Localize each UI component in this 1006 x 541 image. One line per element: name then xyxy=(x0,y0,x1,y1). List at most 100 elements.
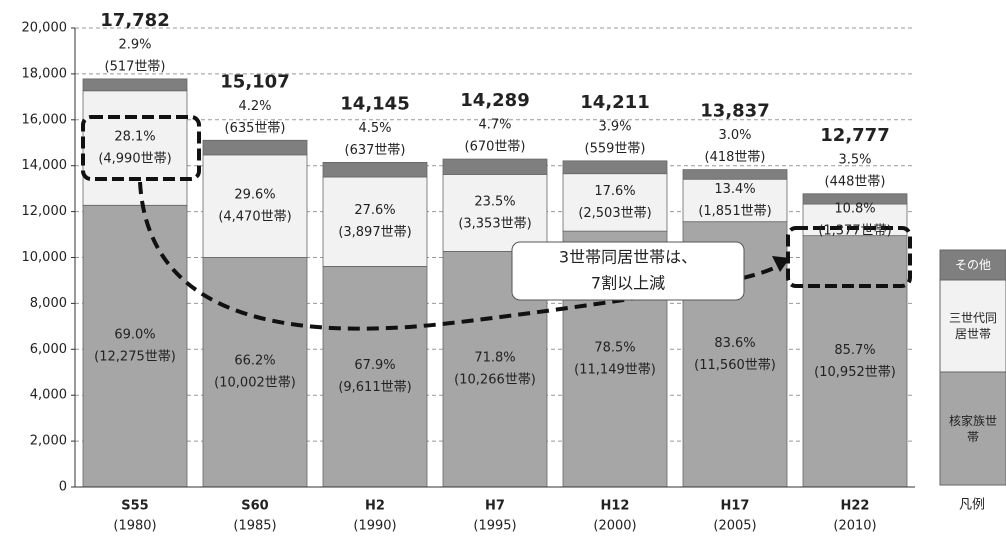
value-label: (11,149世帯) xyxy=(574,363,656,378)
percent-label: 23.5% xyxy=(474,194,515,209)
percent-label: 85.7% xyxy=(834,343,875,358)
y-tick-label: 6,000 xyxy=(30,342,67,357)
total-label: 14,289 xyxy=(460,90,529,111)
bar-segment xyxy=(442,158,548,175)
percent-label: 71.8% xyxy=(474,351,515,366)
percent-label: 27.6% xyxy=(354,203,395,218)
x-tick-label: H17 xyxy=(721,499,750,514)
x-tick-label: (1980) xyxy=(113,519,156,534)
bar-segment xyxy=(322,266,428,488)
x-tick-label: H2 xyxy=(365,499,385,514)
total-label: 14,211 xyxy=(580,92,649,113)
percent-label: 83.6% xyxy=(714,336,755,351)
x-tick-label: (2010) xyxy=(833,519,876,534)
legend-item: 三世代同居世帯 xyxy=(948,311,997,341)
bar-segment xyxy=(82,78,188,92)
value-label: (637世帯) xyxy=(345,143,406,158)
total-label: 14,145 xyxy=(340,93,409,114)
x-tick-label: (2005) xyxy=(713,519,756,534)
x-tick-label: H12 xyxy=(601,499,630,514)
legend-label: その他 xyxy=(954,258,991,272)
value-label: (1,851世帯) xyxy=(698,204,771,219)
percent-label: 2.9% xyxy=(118,37,151,52)
value-label: (1,377世帯) xyxy=(818,223,891,238)
percent-label: 69.0% xyxy=(114,328,155,343)
value-label: (559世帯) xyxy=(585,141,646,156)
value-label: (10,002世帯) xyxy=(214,376,296,391)
percent-label: 78.5% xyxy=(594,341,635,356)
value-label: (9,611世帯) xyxy=(338,380,411,395)
percent-label: 67.9% xyxy=(354,358,395,373)
bar-segment xyxy=(202,257,308,488)
annotation: 7割以上減 xyxy=(591,274,665,293)
percent-label: 17.6% xyxy=(594,184,635,199)
percent-label: 3.9% xyxy=(598,119,631,134)
value-label: (10,266世帯) xyxy=(454,373,536,388)
bar-segment xyxy=(202,139,308,156)
highlight-box xyxy=(786,226,912,288)
x-tick-label: S55 xyxy=(121,499,148,514)
legend-title: 凡例 xyxy=(959,498,985,513)
bar-segment xyxy=(802,203,908,237)
value-label: (10,952世帯) xyxy=(814,365,896,380)
total-label: 13,837 xyxy=(700,100,769,121)
percent-label: 29.6% xyxy=(234,188,275,203)
legend-swatch xyxy=(939,371,1006,486)
y-tick-label: 4,000 xyxy=(30,388,67,403)
total-label: 12,777 xyxy=(820,125,889,146)
y-tick-label: 2,000 xyxy=(30,434,67,449)
bar-segment xyxy=(82,90,188,206)
highlight-box xyxy=(81,115,201,181)
x-tick-label: S60 xyxy=(241,499,268,514)
y-tick-label: 12,000 xyxy=(22,204,68,219)
value-label: (3,897世帯) xyxy=(338,225,411,240)
legend-swatch xyxy=(939,279,1006,373)
annotation: 3世帯同居世帯は、 xyxy=(559,248,697,267)
bar-segment xyxy=(802,235,908,488)
x-tick-label: (1995) xyxy=(473,519,516,534)
total-label: 17,782 xyxy=(100,10,169,31)
y-tick-label: 8,000 xyxy=(30,296,67,311)
legend-swatch xyxy=(939,249,1006,281)
arrow xyxy=(138,181,784,331)
y-tick-label: 18,000 xyxy=(22,66,68,81)
value-label: (2,503世帯) xyxy=(578,206,651,221)
value-label: (448世帯) xyxy=(825,174,886,189)
value-label: (3,353世帯) xyxy=(458,216,531,231)
bar-segment xyxy=(322,161,428,178)
y-tick-label: 20,000 xyxy=(22,21,68,36)
bar-segment xyxy=(562,173,668,232)
legend-item: その他 xyxy=(954,258,991,272)
legend-label: 三世代同居世帯 xyxy=(948,311,997,341)
x-tick-label: (1990) xyxy=(353,519,396,534)
value-label: (12,275世帯) xyxy=(94,350,176,365)
bar-segment xyxy=(562,160,668,175)
percent-label: 3.0% xyxy=(718,128,751,143)
total-label: 15,107 xyxy=(220,71,289,92)
bar-segment xyxy=(322,176,428,267)
y-tick-label: 14,000 xyxy=(22,158,68,173)
value-label: (670世帯) xyxy=(465,140,526,155)
bar-segment xyxy=(682,169,788,180)
bar-segment xyxy=(802,193,908,205)
value-label: (4,470世帯) xyxy=(218,210,291,225)
value-label: (4,990世帯) xyxy=(98,152,171,167)
y-tick-label: 10,000 xyxy=(22,250,68,265)
callout xyxy=(511,241,745,301)
bar-segment xyxy=(442,174,548,252)
value-label: (635世帯) xyxy=(225,121,286,136)
x-tick-label: (2000) xyxy=(593,519,636,534)
percent-label: 13.4% xyxy=(714,182,755,197)
percent-label: 4.5% xyxy=(358,121,391,136)
x-tick-label: (1985) xyxy=(233,519,276,534)
legend-item: 核家族世帯 xyxy=(949,414,997,444)
percent-label: 10.8% xyxy=(834,201,875,216)
value-label: (517世帯) xyxy=(105,59,166,74)
y-tick-label: 16,000 xyxy=(22,112,68,127)
arrow-head xyxy=(772,256,790,272)
percent-label: 28.1% xyxy=(114,130,155,145)
percent-label: 4.7% xyxy=(478,118,511,133)
bar-segment xyxy=(202,154,308,258)
percent-label: 3.5% xyxy=(838,152,871,167)
